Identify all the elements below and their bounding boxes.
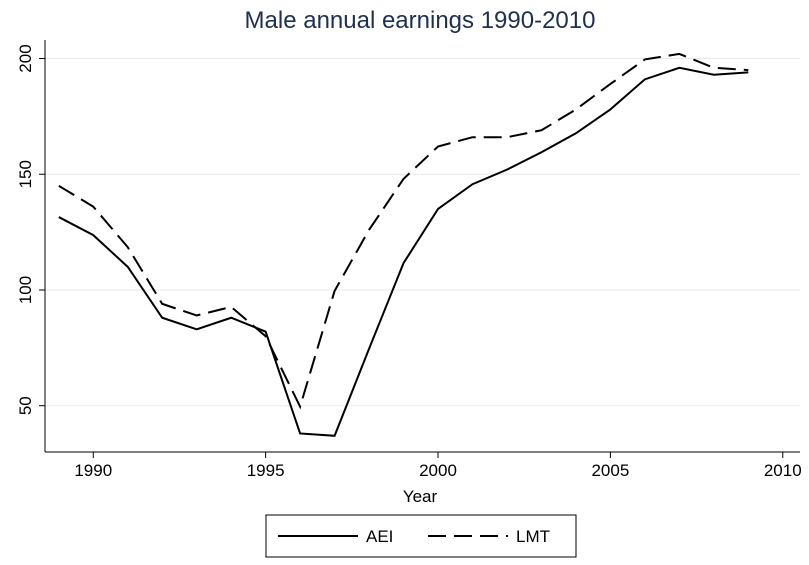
x-tick-label: 1995 (247, 461, 285, 480)
x-tick-label: 2005 (591, 461, 629, 480)
series-line (58, 52, 749, 410)
x-tick-label: 2000 (419, 461, 457, 480)
legend-label: AEI (366, 527, 393, 546)
legend-label: LMT (516, 527, 550, 546)
y-tick-label: 200 (16, 44, 35, 72)
chart-title: Male annual earnings 1990-2010 (245, 7, 596, 34)
x-tick-label: 1990 (74, 461, 112, 480)
x-axis-label: Year (403, 487, 438, 506)
y-tick-label: 150 (16, 160, 35, 188)
y-tick-label: 100 (16, 276, 35, 304)
x-tick-label: 2010 (764, 461, 802, 480)
series-line (58, 66, 749, 437)
y-tick-label: 50 (16, 396, 35, 415)
